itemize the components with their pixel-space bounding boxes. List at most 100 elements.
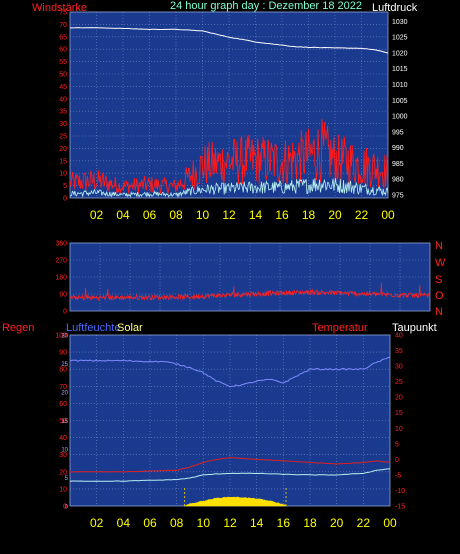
time-tick-label: 00: [383, 516, 397, 530]
climate-panel-y-tick-label: 60: [59, 401, 67, 408]
pressure-y-tick-label: 975: [392, 192, 404, 199]
time-tick-label: 12: [222, 208, 236, 222]
pressure-y-tick-label: 1000: [392, 114, 408, 121]
direction-label-w: W: [435, 257, 446, 269]
dewpoint-line: [69, 468, 391, 482]
direction-label-n-bottom: N: [435, 306, 443, 318]
wind-panel-y-tick-label: 25: [59, 134, 67, 141]
time-tick-label: 12: [223, 516, 237, 530]
temperature-y-tick-label: -10: [395, 488, 405, 495]
time-tick-label: 20: [330, 516, 344, 530]
wind-panel-y-tick-label: 30: [59, 121, 67, 128]
temperature-y-tick-label: 20: [395, 395, 403, 402]
wind-panel-y-tick-label: 75: [59, 10, 67, 17]
time-tick-label: 08: [170, 516, 184, 530]
wind-panel-y-tick-label: 35: [59, 109, 67, 116]
climate-panel-y-tick-label: 40: [59, 435, 67, 442]
climate-panel-y-tick-label: 0: [63, 504, 67, 511]
climate-panel-y-tick-label: 100: [55, 333, 67, 340]
time-tick-label: 14: [249, 208, 263, 222]
time-tick-label: 06: [143, 516, 157, 530]
pressure-y-tick-label: 995: [392, 129, 404, 136]
direction-panel-y-tick-label: 90: [59, 292, 67, 299]
time-tick-label: 10: [197, 516, 211, 530]
temperature-line: [70, 457, 391, 473]
solar-y-tick-label: 0: [65, 505, 69, 511]
wind-panel-y-tick-label: 50: [59, 72, 67, 79]
time-tick-label: 18: [302, 208, 316, 222]
wind-panel-y-tick-label: 40: [59, 96, 67, 103]
direction-label-s: S: [435, 274, 443, 286]
direction-panel-y-tick-label: 270: [55, 258, 67, 265]
solar-y-tick-label: 15: [61, 419, 68, 425]
time-tick-label: 16: [275, 208, 289, 222]
temperature-y-tick-label: 10: [395, 426, 403, 433]
humidity-line: [69, 356, 391, 388]
wind-panel-y-tick-label: 0: [63, 196, 67, 203]
wind-panel-y-tick-label: 5: [63, 183, 67, 190]
temperature-y-tick-label: -15: [395, 504, 405, 511]
direction-panel-y-tick-label: 180: [55, 275, 67, 282]
dewpoint-axis-label: Taupunkt: [392, 322, 437, 334]
time-tick-label: 20: [328, 208, 342, 222]
time-tick-label: 22: [355, 208, 369, 222]
solar-y-tick-label: 25: [61, 362, 68, 368]
direction-label-o: O: [435, 290, 444, 302]
pressure-y-tick-label: 990: [392, 145, 404, 152]
rain-axis-label: Regen: [2, 322, 35, 334]
wind-panel-y-tick-label: 55: [59, 59, 67, 66]
time-tick-label: 06: [143, 208, 157, 222]
pressure-y-tick-label: 1030: [392, 19, 408, 26]
temperature-y-tick-label: 5: [395, 441, 399, 448]
pressure-y-tick-label: 980: [392, 177, 404, 184]
time-tick-label: 08: [169, 208, 183, 222]
time-tick-label: 16: [277, 516, 291, 530]
wind-average-line: [69, 178, 389, 198]
wind-panel-y-tick-label: 15: [59, 158, 67, 165]
temperature-y-tick-label: 30: [395, 364, 403, 371]
time-tick-label: 10: [196, 208, 210, 222]
wind-panel-y-tick-label: 45: [59, 84, 67, 91]
solar-y-tick-label: 5: [65, 476, 69, 482]
climate-panel-y-tick-label: 20: [59, 469, 67, 476]
pressure-y-tick-label: 1025: [392, 35, 408, 42]
time-tick-label: 22: [357, 516, 371, 530]
climate-panel-y-tick-label: 30: [59, 452, 67, 459]
temperature-y-tick-label: 35: [395, 348, 403, 355]
temperature-y-tick-label: 15: [395, 410, 403, 417]
temperature-axis-label: Temperatur: [312, 322, 368, 334]
time-tick-label: 00: [381, 208, 395, 222]
climate-panel-y-tick-label: 90: [59, 350, 67, 357]
solar-axis-label: Solar: [117, 322, 143, 334]
direction-panel-y-tick-label: 360: [55, 241, 67, 248]
temperature-y-tick-label: 40: [395, 333, 403, 340]
wind-panel-y-tick-label: 20: [59, 146, 67, 153]
direction-label-n-top: N: [435, 240, 443, 252]
wind-panel-y-tick-label: 10: [59, 171, 67, 178]
climate-panel-y-tick-label: 10: [59, 486, 67, 493]
wind-gust-line: [69, 118, 389, 195]
wind-axis-label: Windstärke: [32, 2, 88, 14]
pressure-y-tick-label: 1015: [392, 66, 408, 73]
title-label: 24 hour graph day : Dezember 18 2022: [170, 0, 363, 12]
climate-panel-y-tick-label: 70: [59, 384, 67, 391]
solar-area: [184, 496, 287, 507]
wind-direction-line: [69, 282, 431, 302]
time-tick-label: 02: [90, 516, 104, 530]
climate-panel-y-tick-label: 80: [59, 367, 67, 374]
pressure-line: [70, 27, 389, 54]
humidity-axis-label: Luftfeuchte: [66, 322, 121, 334]
time-tick-label: 04: [116, 208, 130, 222]
direction-panel-y-tick-label: 0: [63, 309, 67, 316]
pressure-y-tick-label: 985: [392, 161, 404, 168]
time-tick-label: 18: [303, 516, 317, 530]
pressure-y-tick-label: 1005: [392, 98, 408, 105]
solar-y-tick-label: 10: [61, 448, 68, 454]
wind-panel-y-tick-label: 65: [59, 34, 67, 41]
solar-y-tick-label: 20: [61, 391, 68, 397]
climate-panel-y-tick-label: 50: [59, 418, 67, 425]
temperature-y-tick-label: -5: [395, 472, 401, 479]
time-tick-label: 02: [90, 208, 104, 222]
time-tick-label: 14: [250, 516, 264, 530]
solar-y-tick-label: 30: [61, 334, 68, 340]
